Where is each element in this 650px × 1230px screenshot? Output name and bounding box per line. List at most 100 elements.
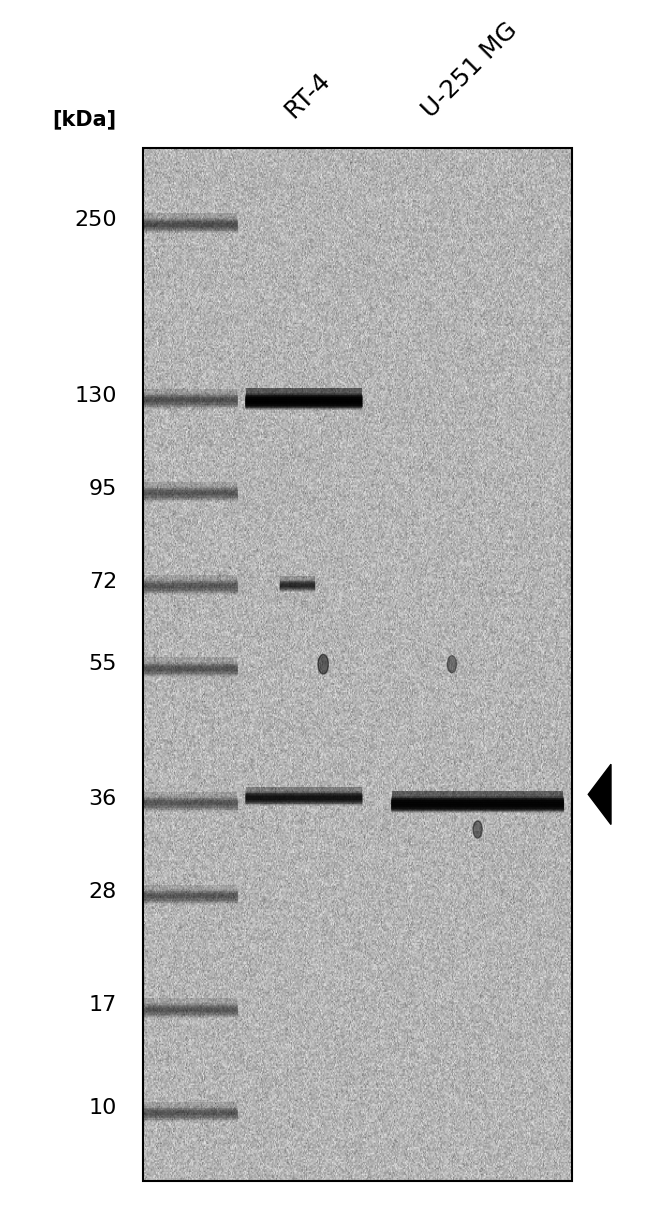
- FancyBboxPatch shape: [142, 664, 238, 669]
- Text: 250: 250: [74, 210, 117, 230]
- Text: RT-4: RT-4: [280, 68, 335, 123]
- FancyBboxPatch shape: [142, 1107, 238, 1112]
- Text: 130: 130: [75, 385, 117, 406]
- FancyBboxPatch shape: [142, 1014, 238, 1018]
- FancyBboxPatch shape: [245, 793, 363, 798]
- FancyBboxPatch shape: [142, 221, 238, 226]
- Bar: [143, 148, 572, 1181]
- FancyBboxPatch shape: [280, 583, 315, 588]
- FancyBboxPatch shape: [142, 589, 238, 594]
- FancyBboxPatch shape: [142, 889, 238, 894]
- FancyBboxPatch shape: [280, 587, 315, 590]
- FancyBboxPatch shape: [280, 582, 315, 587]
- FancyBboxPatch shape: [142, 1109, 238, 1114]
- FancyBboxPatch shape: [142, 494, 238, 499]
- Text: 95: 95: [88, 478, 117, 498]
- FancyBboxPatch shape: [280, 579, 315, 584]
- FancyBboxPatch shape: [142, 395, 238, 400]
- FancyBboxPatch shape: [142, 583, 238, 588]
- FancyBboxPatch shape: [142, 402, 238, 407]
- FancyBboxPatch shape: [142, 898, 238, 903]
- FancyBboxPatch shape: [142, 1011, 238, 1016]
- FancyBboxPatch shape: [142, 584, 238, 589]
- FancyBboxPatch shape: [245, 402, 363, 407]
- Text: U-251 MG: U-251 MG: [418, 18, 523, 123]
- Text: 10: 10: [88, 1098, 117, 1118]
- Circle shape: [473, 820, 482, 838]
- Bar: [246, 787, 362, 800]
- FancyBboxPatch shape: [142, 493, 238, 498]
- FancyBboxPatch shape: [391, 802, 564, 807]
- FancyBboxPatch shape: [142, 400, 238, 405]
- FancyBboxPatch shape: [142, 228, 238, 232]
- FancyBboxPatch shape: [142, 807, 238, 812]
- FancyBboxPatch shape: [142, 797, 238, 802]
- Circle shape: [447, 656, 456, 673]
- Bar: [246, 389, 362, 402]
- FancyBboxPatch shape: [391, 807, 564, 812]
- FancyBboxPatch shape: [245, 405, 363, 410]
- Circle shape: [318, 654, 328, 674]
- FancyBboxPatch shape: [142, 662, 238, 667]
- FancyBboxPatch shape: [142, 219, 238, 225]
- FancyBboxPatch shape: [142, 800, 238, 804]
- FancyBboxPatch shape: [245, 795, 363, 800]
- FancyBboxPatch shape: [142, 587, 238, 592]
- Bar: [143, 658, 237, 670]
- FancyBboxPatch shape: [142, 490, 238, 494]
- FancyBboxPatch shape: [391, 803, 564, 809]
- Bar: [143, 574, 237, 588]
- Text: 17: 17: [89, 995, 117, 1015]
- FancyBboxPatch shape: [391, 800, 564, 806]
- FancyBboxPatch shape: [142, 1117, 238, 1122]
- FancyBboxPatch shape: [142, 670, 238, 675]
- FancyBboxPatch shape: [245, 800, 363, 804]
- FancyBboxPatch shape: [142, 581, 238, 587]
- FancyBboxPatch shape: [142, 1108, 238, 1113]
- FancyBboxPatch shape: [142, 899, 238, 904]
- Text: 72: 72: [89, 572, 117, 592]
- FancyBboxPatch shape: [245, 797, 363, 802]
- FancyBboxPatch shape: [142, 579, 238, 584]
- FancyBboxPatch shape: [142, 802, 238, 807]
- FancyBboxPatch shape: [142, 891, 238, 897]
- FancyBboxPatch shape: [280, 588, 315, 592]
- FancyBboxPatch shape: [142, 897, 238, 902]
- FancyBboxPatch shape: [245, 401, 363, 406]
- FancyBboxPatch shape: [245, 394, 363, 399]
- FancyBboxPatch shape: [142, 223, 238, 228]
- FancyBboxPatch shape: [142, 803, 238, 808]
- Text: 55: 55: [88, 654, 117, 674]
- FancyBboxPatch shape: [142, 226, 238, 231]
- Text: [kDa]: [kDa]: [53, 109, 116, 129]
- Polygon shape: [588, 764, 611, 824]
- FancyBboxPatch shape: [142, 1010, 238, 1015]
- FancyBboxPatch shape: [142, 893, 238, 898]
- FancyBboxPatch shape: [142, 394, 238, 399]
- Bar: [143, 999, 237, 1012]
- Text: 36: 36: [89, 788, 117, 808]
- Bar: [143, 482, 237, 496]
- FancyBboxPatch shape: [142, 497, 238, 502]
- FancyBboxPatch shape: [245, 801, 363, 806]
- FancyBboxPatch shape: [142, 665, 238, 670]
- Text: 28: 28: [89, 882, 117, 902]
- FancyBboxPatch shape: [142, 218, 238, 223]
- FancyBboxPatch shape: [391, 806, 564, 811]
- FancyBboxPatch shape: [142, 399, 238, 403]
- FancyBboxPatch shape: [142, 403, 238, 408]
- FancyBboxPatch shape: [245, 395, 363, 401]
- FancyBboxPatch shape: [142, 667, 238, 672]
- Bar: [143, 884, 237, 898]
- FancyBboxPatch shape: [142, 588, 238, 593]
- FancyBboxPatch shape: [280, 581, 315, 585]
- Bar: [143, 1102, 237, 1116]
- Bar: [280, 577, 315, 587]
- FancyBboxPatch shape: [245, 397, 363, 402]
- FancyBboxPatch shape: [142, 488, 238, 493]
- Bar: [392, 791, 564, 806]
- FancyBboxPatch shape: [142, 1113, 238, 1118]
- FancyBboxPatch shape: [142, 487, 238, 492]
- Bar: [143, 389, 237, 402]
- FancyBboxPatch shape: [142, 225, 238, 230]
